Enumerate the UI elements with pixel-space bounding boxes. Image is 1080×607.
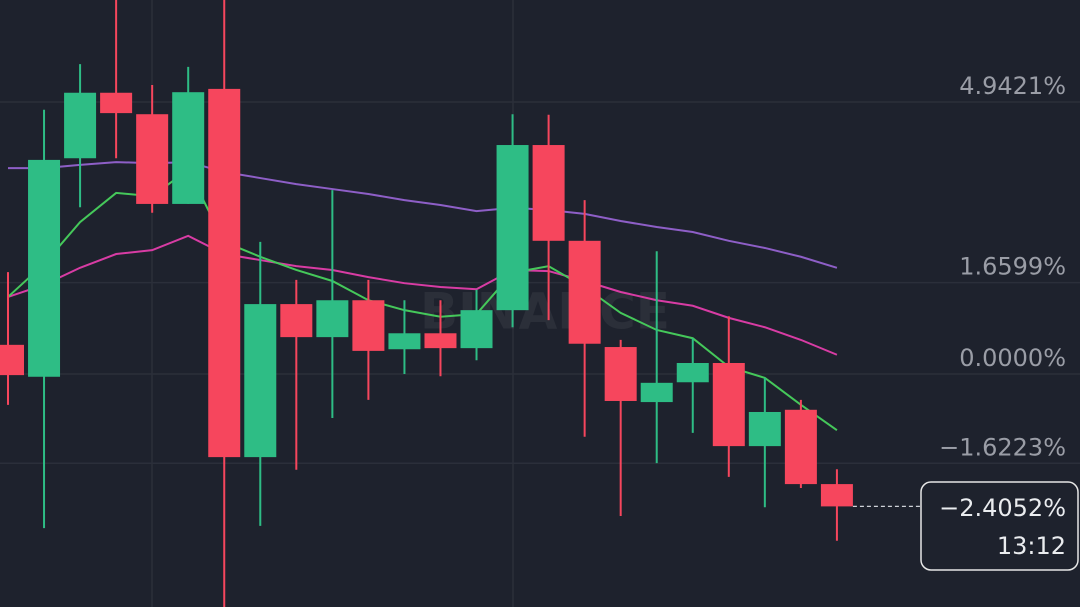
- candle-body: [820, 484, 853, 507]
- candle-body: [640, 382, 673, 403]
- y-tick-label: 4.9421%: [959, 72, 1066, 100]
- candle-body: [208, 88, 241, 458]
- candle-body: [460, 310, 493, 349]
- ma-line: [7, 234, 838, 356]
- candle-body: [568, 240, 601, 344]
- candle-body: [676, 363, 709, 383]
- watermark: BINANCE: [420, 283, 670, 341]
- candle-body: [532, 145, 565, 241]
- y-tick-label: −1.6223%: [939, 433, 1066, 461]
- candle-body: [352, 300, 385, 351]
- current-price-label: −2.4052%: [939, 494, 1066, 522]
- candle-body: [280, 304, 313, 338]
- candle-body: [496, 145, 529, 311]
- y-tick-label: 0.0000%: [959, 344, 1066, 372]
- candle-body: [0, 344, 24, 376]
- candle-body: [604, 347, 637, 401]
- candle-body: [748, 411, 781, 447]
- candle-body: [28, 159, 61, 377]
- candle-body: [100, 92, 133, 114]
- candle-body: [712, 363, 745, 447]
- countdown: 13:12: [997, 532, 1066, 560]
- candle-body: [424, 333, 457, 349]
- candle-body: [244, 304, 277, 458]
- y-tick-label: 1.6599%: [959, 253, 1066, 281]
- candle-body: [784, 409, 817, 485]
- candle-body: [172, 92, 205, 204]
- candle-body: [388, 333, 421, 350]
- candle-body: [316, 300, 349, 338]
- price-box: [920, 481, 1079, 571]
- candle-body: [136, 114, 169, 204]
- candle-body: [64, 92, 97, 159]
